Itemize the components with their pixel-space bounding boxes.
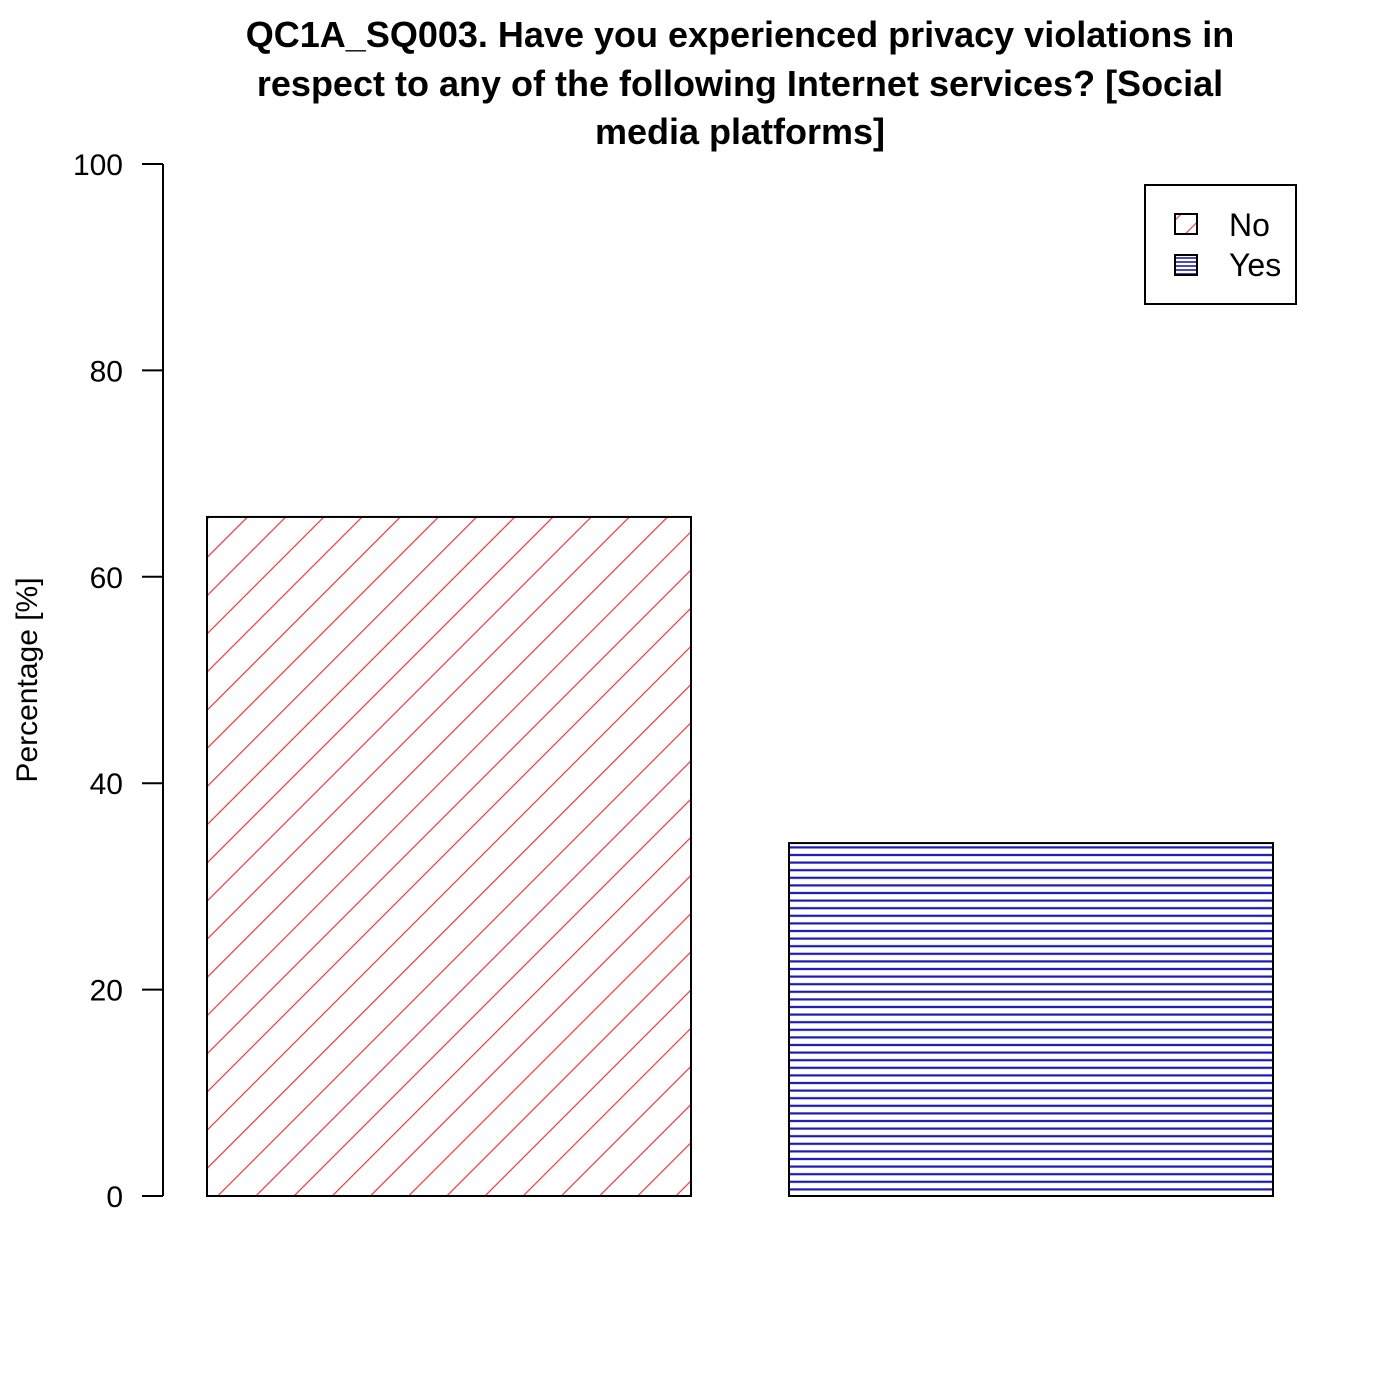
y-axis-label: Percentage [%] xyxy=(11,577,44,782)
y-tick-label: 80 xyxy=(90,355,123,388)
legend-swatch-no xyxy=(1174,213,1198,235)
y-tick-label: 100 xyxy=(73,149,123,182)
bar-fill xyxy=(788,842,1274,1198)
y-tick-label: 60 xyxy=(90,562,123,595)
chart-title-line-1: QC1A_SQ003. Have you experienced privacy… xyxy=(246,14,1234,55)
chart-title: QC1A_SQ003. Have you experienced privacy… xyxy=(246,14,1234,152)
legend-box xyxy=(1144,184,1297,305)
bar-no xyxy=(206,515,692,1197)
y-tick-label: 40 xyxy=(90,768,123,801)
y-tick-label: 0 xyxy=(106,1181,123,1214)
bar-fill xyxy=(206,515,692,1197)
chart-title-line-3: media platforms] xyxy=(595,111,885,152)
legend-swatch-yes xyxy=(1174,254,1198,276)
legend-label-yes: Yes xyxy=(1229,247,1281,283)
legend-label-no: No xyxy=(1229,207,1270,243)
bars xyxy=(206,515,1274,1198)
legend-item-yes: Yes xyxy=(1174,247,1281,283)
legend-item-no: No xyxy=(1174,207,1270,243)
legend: No Yes xyxy=(1144,184,1297,305)
y-axis: 0 20 40 60 80 100 xyxy=(73,149,164,1214)
bar-yes xyxy=(788,842,1274,1198)
chart-title-line-2: respect to any of the following Internet… xyxy=(257,63,1223,104)
y-tick-label: 20 xyxy=(90,975,123,1008)
